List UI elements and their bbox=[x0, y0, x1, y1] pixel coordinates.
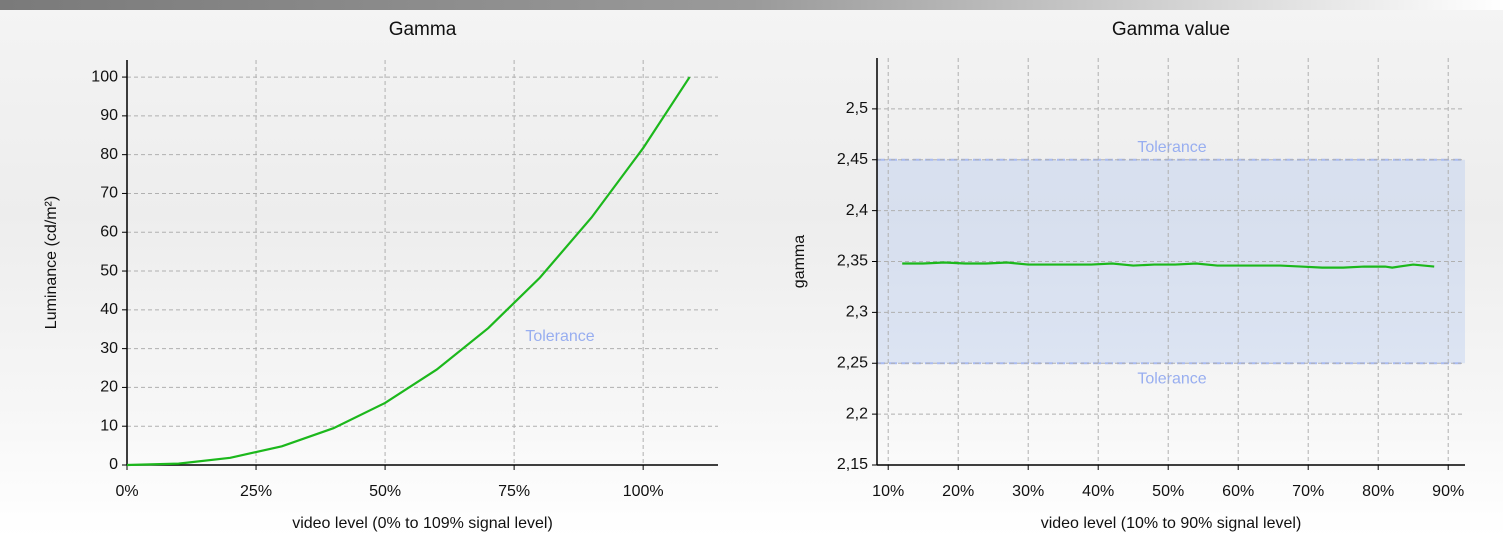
x-tick-label: 0% bbox=[115, 483, 138, 500]
tolerance-label: Tolerance bbox=[525, 328, 594, 345]
x-tick-label: 50% bbox=[369, 483, 401, 500]
x-tick-label: 10% bbox=[872, 483, 904, 500]
y-tick-label: 2,5 bbox=[846, 100, 868, 117]
y-tick-label: 70 bbox=[100, 185, 118, 202]
y-tick-label: 80 bbox=[100, 146, 118, 163]
x-tick-label: 40% bbox=[1082, 483, 1114, 500]
y-tick-label: 40 bbox=[100, 301, 118, 318]
tolerance-label: Tolerance bbox=[1137, 370, 1206, 387]
y-axis-label: Luminance (cd/m²) bbox=[43, 196, 60, 329]
tolerance-label: Tolerance bbox=[1137, 139, 1206, 156]
x-axis-label: video level (10% to 90% signal level) bbox=[1041, 515, 1302, 532]
y-tick-label: 2,3 bbox=[846, 304, 868, 321]
y-axis-label: gamma bbox=[791, 235, 808, 288]
y-tick-label: 0 bbox=[109, 456, 118, 473]
x-tick-label: 70% bbox=[1292, 483, 1324, 500]
y-tick-label: 2,45 bbox=[837, 151, 868, 168]
y-tick-label: 2,4 bbox=[846, 202, 868, 219]
x-tick-label: 100% bbox=[623, 483, 664, 500]
x-tick-label: 90% bbox=[1432, 483, 1464, 500]
y-tick-label: 2,15 bbox=[837, 456, 868, 473]
y-tick-label: 2,35 bbox=[837, 253, 868, 270]
top-bar bbox=[0, 0, 1503, 10]
x-tick-label: 80% bbox=[1362, 483, 1394, 500]
y-tick-label: 30 bbox=[100, 340, 118, 357]
y-tick-label: 100 bbox=[91, 68, 118, 85]
data-line bbox=[902, 261, 1435, 269]
y-tick-label: 50 bbox=[100, 262, 118, 279]
y-tick-label: 90 bbox=[100, 107, 118, 124]
chart-title: Gamma bbox=[389, 19, 457, 40]
chart-title: Gamma value bbox=[1112, 19, 1230, 40]
y-tick-label: 60 bbox=[100, 223, 118, 240]
x-tick-label: 75% bbox=[498, 483, 530, 500]
y-tick-label: 2,2 bbox=[846, 405, 868, 422]
x-tick-label: 20% bbox=[942, 483, 974, 500]
data-line bbox=[126, 76, 691, 467]
x-tick-label: 30% bbox=[1012, 483, 1044, 500]
x-tick-label: 50% bbox=[1152, 483, 1184, 500]
y-tick-label: 2,25 bbox=[837, 354, 868, 371]
x-tick-label: 25% bbox=[240, 483, 272, 500]
x-axis-label: video level (0% to 109% signal level) bbox=[292, 515, 553, 532]
x-tick-label: 60% bbox=[1222, 483, 1254, 500]
y-tick-label: 20 bbox=[100, 379, 118, 396]
y-tick-label: 10 bbox=[100, 417, 118, 434]
